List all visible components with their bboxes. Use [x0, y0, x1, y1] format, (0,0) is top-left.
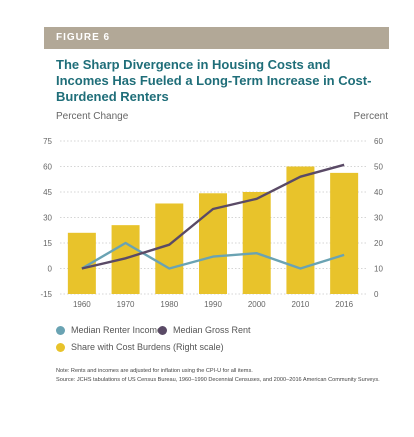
left-axis-title: Percent Change	[56, 111, 129, 122]
legend-item-burden: Share with Cost Burdens (Right scale)	[56, 342, 224, 352]
income-legend-label: Median Renter Income	[71, 325, 163, 335]
source-text: Source: JCHS tabulations of US Census Bu…	[56, 377, 380, 383]
y-right-tick-label: 0	[374, 290, 379, 299]
y-left-tick-label: 0	[48, 265, 53, 274]
y-right-tick-label: 10	[374, 265, 383, 274]
burden-legend-label: Share with Cost Burdens (Right scale)	[71, 342, 224, 352]
y-right-tick-label: 20	[374, 239, 383, 248]
y-left-tick-label: 75	[43, 137, 52, 146]
series-line-median-renter-income	[81, 241, 345, 270]
income-legend-swatch	[56, 325, 65, 335]
bar-cost-burden	[330, 172, 359, 294]
y-right-tick-label: 50	[374, 163, 383, 172]
legend-item-income: Median Renter Income	[56, 325, 162, 335]
rent-legend-label: Median Gross Rent	[173, 325, 251, 335]
x-tick-label: 2000	[248, 300, 266, 309]
y-left-tick-label: 45	[43, 188, 52, 197]
figure-banner: FIGURE 6	[44, 27, 389, 49]
note-text: Note: Rents and incomes are adjusted for…	[56, 368, 253, 374]
legend-item-rent: Median Gross Rent	[158, 325, 251, 335]
y-left-tick-label: 30	[43, 214, 52, 223]
burden-legend-swatch	[56, 342, 65, 352]
figure-label: FIGURE 6	[56, 32, 111, 43]
x-tick-label: 1980	[160, 300, 178, 309]
y-right-tick-label: 40	[374, 188, 383, 197]
figure-title: The Sharp Divergence in Housing Costs an…	[56, 57, 372, 104]
bar-cost-burden	[242, 192, 271, 294]
y-left-tick-label: -15	[40, 290, 52, 299]
bar-cost-burden	[286, 166, 315, 294]
rent-legend-swatch	[158, 325, 167, 335]
x-tick-label: 1970	[117, 300, 135, 309]
y-left-tick-label: 60	[43, 163, 52, 172]
x-tick-label: 2016	[335, 300, 353, 309]
x-tick-label: 1990	[204, 300, 222, 309]
y-left-tick-label: 15	[43, 239, 52, 248]
series-line-median-gross-rent	[81, 163, 345, 270]
y-right-tick-label: 60	[374, 137, 383, 146]
right-axis-title: Percent	[353, 111, 388, 122]
y-right-tick-label: 30	[374, 214, 383, 223]
x-tick-label: 1960	[73, 300, 91, 309]
x-tick-label: 2010	[292, 300, 310, 309]
notes: Note: Rents and incomes are adjusted for…	[56, 367, 386, 385]
